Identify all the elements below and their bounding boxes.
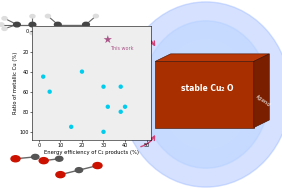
Circle shape [40, 28, 49, 34]
Circle shape [45, 31, 50, 35]
Point [41, 75, 45, 78]
Circle shape [45, 14, 50, 18]
Text: stable Cu: stable Cu [181, 84, 222, 93]
Circle shape [83, 22, 89, 27]
Point [123, 105, 127, 108]
Circle shape [11, 156, 20, 162]
Point [118, 85, 123, 88]
Circle shape [29, 22, 36, 27]
Point [101, 85, 106, 88]
Point [80, 70, 84, 73]
Text: 2: 2 [221, 87, 224, 92]
Point [47, 90, 52, 93]
Text: This work: This work [110, 46, 133, 50]
Y-axis label: Ratio of metallic Cu (%): Ratio of metallic Cu (%) [13, 52, 18, 114]
Circle shape [75, 168, 83, 173]
Circle shape [56, 172, 65, 178]
Circle shape [93, 31, 98, 35]
Point [105, 105, 110, 108]
FancyArrowPatch shape [141, 136, 155, 147]
Point [118, 110, 123, 113]
Circle shape [2, 17, 7, 20]
Point [69, 125, 73, 128]
Circle shape [30, 15, 35, 18]
Point [105, 38, 110, 41]
Circle shape [56, 156, 63, 161]
Polygon shape [155, 61, 254, 128]
Circle shape [32, 154, 39, 159]
Polygon shape [155, 54, 269, 61]
Text: ligand: ligand [255, 94, 271, 108]
Circle shape [93, 14, 98, 18]
Circle shape [14, 22, 20, 27]
Circle shape [2, 27, 7, 30]
Circle shape [54, 22, 61, 27]
Text: O: O [226, 84, 233, 93]
Circle shape [39, 158, 48, 164]
X-axis label: Energy efficiency of C₂ products (%): Energy efficiency of C₂ products (%) [44, 150, 139, 155]
FancyArrowPatch shape [141, 35, 155, 45]
Circle shape [30, 31, 35, 35]
Ellipse shape [121, 2, 282, 187]
Point [101, 130, 106, 133]
Circle shape [93, 163, 102, 169]
Polygon shape [254, 54, 269, 128]
Ellipse shape [161, 40, 251, 149]
Circle shape [0, 23, 4, 26]
Ellipse shape [142, 21, 269, 168]
